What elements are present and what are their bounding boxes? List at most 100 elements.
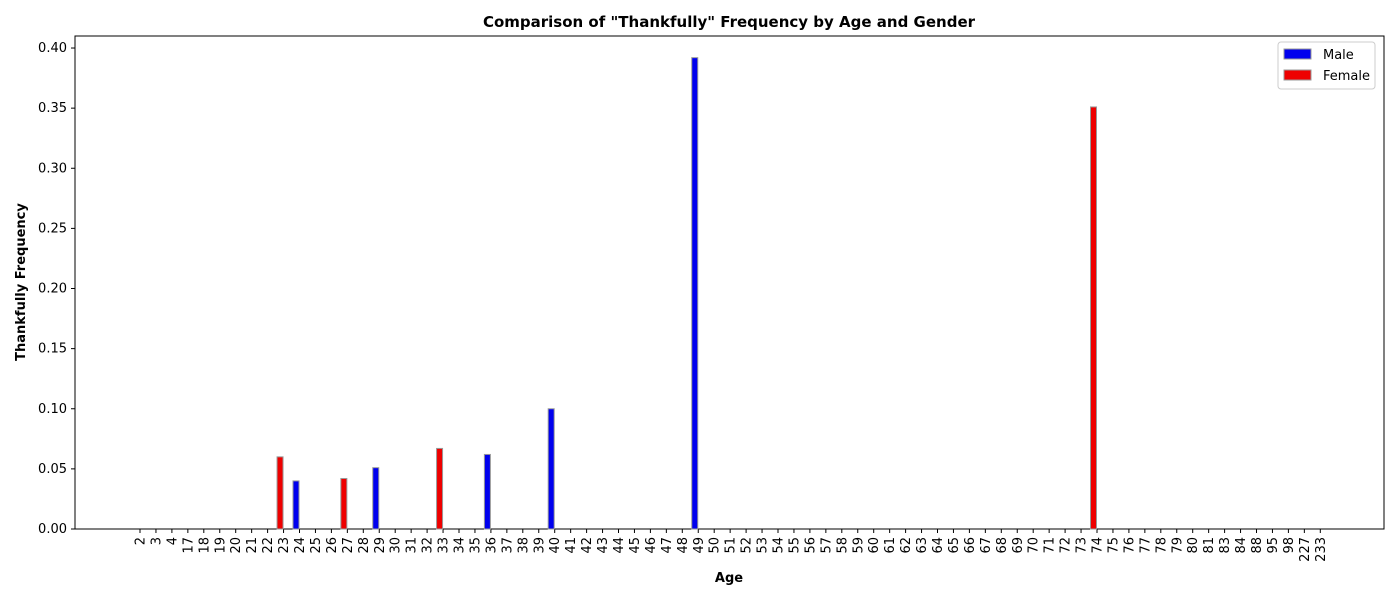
x-tick-label: 58	[835, 537, 850, 554]
x-tick-label: 25	[309, 537, 324, 554]
x-tick-label: 76	[1122, 537, 1137, 554]
x-tick-label: 83	[1218, 537, 1233, 554]
bar-male-age-29	[372, 467, 380, 530]
chart-title: Comparison of "Thankfully" Frequency by …	[483, 13, 976, 31]
x-tick-label: 73	[1075, 537, 1090, 554]
x-tick-label: 44	[612, 537, 627, 554]
x-tick-label: 227	[1298, 537, 1313, 562]
x-tick-label: 33	[437, 537, 452, 554]
x-tick-label: 56	[803, 537, 818, 554]
x-tick-label: 66	[963, 537, 978, 554]
x-tick-label: 42	[580, 537, 595, 554]
x-tick-label: 52	[740, 537, 755, 554]
x-tick-label: 23	[277, 537, 292, 554]
x-tick-label: 30	[389, 537, 404, 554]
x-tick-label: 46	[644, 537, 659, 554]
x-tick-label: 35	[468, 537, 483, 554]
x-tick-label: 38	[516, 537, 531, 554]
x-tick-label: 47	[660, 537, 675, 554]
x-tick-label: 37	[500, 537, 515, 554]
x-tick-label: 77	[1138, 537, 1153, 554]
x-tick-label: 43	[596, 537, 611, 554]
plot-area: 0.000.050.100.150.200.250.300.350.402 3 4 1…	[38, 35, 1385, 562]
x-tick-label: 74	[1091, 537, 1106, 554]
x-tick-label: 60	[867, 537, 882, 554]
x-tick-label: 67	[979, 537, 994, 554]
x-tick-label: 61	[883, 537, 898, 554]
x-tick-label: 69	[1011, 537, 1026, 554]
x-tick-label: 2	[134, 537, 149, 545]
x-tick-label: 48	[676, 537, 691, 554]
x-tick-label: 45	[628, 537, 643, 554]
y-tick-label: 0.30	[38, 161, 67, 176]
x-tick-label: 4	[165, 537, 180, 545]
x-tick-label: 34	[453, 537, 468, 554]
legend-label-female: Female	[1323, 69, 1370, 84]
x-tick-label: 20	[229, 537, 244, 554]
x-tick-label: 24	[293, 537, 308, 554]
x-axis-label: Age	[715, 571, 743, 586]
y-tick-label: 0.00	[38, 522, 67, 537]
x-tick-label: 3	[149, 537, 164, 545]
x-tick-label: 18	[197, 537, 212, 554]
y-tick-label: 0.05	[38, 462, 67, 477]
bar-female-age-33	[436, 447, 444, 530]
y-tick-label: 0.40	[38, 41, 67, 56]
x-tick-label: 40	[548, 537, 563, 554]
bar-male-age-24	[292, 480, 300, 530]
legend-swatch-male	[1283, 48, 1312, 60]
x-tick-label: 72	[1059, 537, 1074, 554]
bar-female-age-74	[1090, 106, 1097, 530]
y-tick-label: 0.35	[38, 101, 67, 116]
x-tick-label: 71	[1043, 537, 1058, 554]
x-tick-label: 50	[708, 537, 723, 554]
x-tick-label: 22	[261, 537, 276, 554]
x-tick-label: 32	[421, 537, 436, 554]
x-tick-label: 63	[915, 537, 930, 554]
x-tick-label: 57	[819, 537, 834, 554]
y-axis-label: Thankfully Frequency	[14, 203, 29, 361]
bar-female-age-27	[340, 477, 348, 530]
x-tick-label: 70	[1027, 537, 1042, 554]
x-tick-label: 62	[899, 537, 914, 554]
x-tick-label: 59	[851, 537, 866, 554]
x-tick-label: 53	[756, 537, 771, 554]
bar-male-age-36	[483, 453, 491, 530]
x-tick-label: 64	[931, 537, 946, 554]
bar-female-age-23	[276, 456, 284, 530]
x-tick-label: 78	[1154, 537, 1169, 554]
y-tick-label: 0.10	[38, 402, 67, 417]
x-tick-label: 81	[1202, 537, 1217, 554]
x-tick-label: 36	[484, 537, 499, 554]
y-tick-label: 0.15	[38, 342, 67, 357]
x-tick-label: 75	[1106, 537, 1121, 554]
legend-label-male: Male	[1323, 48, 1354, 63]
x-tick-label: 41	[564, 537, 579, 554]
x-tick-label: 98	[1282, 537, 1297, 554]
x-tick-label: 49	[692, 537, 707, 554]
x-tick-label: 39	[532, 537, 547, 554]
x-tick-label: 27	[341, 537, 356, 554]
x-tick-label: 54	[772, 537, 787, 554]
x-tick-label: 95	[1266, 537, 1281, 554]
x-tick-label: 31	[405, 537, 420, 554]
x-tick-label: 28	[357, 537, 372, 554]
axes-frame	[74, 35, 1385, 530]
x-tick-label: 80	[1186, 537, 1201, 554]
x-tick-label: 65	[947, 537, 962, 554]
x-tick-label: 51	[724, 537, 739, 554]
x-tick-label: 19	[213, 537, 228, 554]
x-tick-label: 88	[1250, 537, 1265, 554]
bar-male-age-40	[547, 408, 555, 530]
bar-male-age-49	[691, 57, 699, 530]
x-tick-label: 68	[995, 537, 1010, 554]
x-tick-label: 233	[1314, 537, 1329, 562]
x-tick-label: 26	[325, 537, 340, 554]
legend-swatch-female	[1283, 69, 1312, 81]
y-tick-label: 0.25	[38, 221, 67, 236]
x-tick-label: 79	[1170, 537, 1185, 554]
x-tick-label: 21	[245, 537, 260, 554]
legend: Male Female	[1277, 41, 1376, 90]
y-tick-label: 0.20	[38, 282, 67, 297]
